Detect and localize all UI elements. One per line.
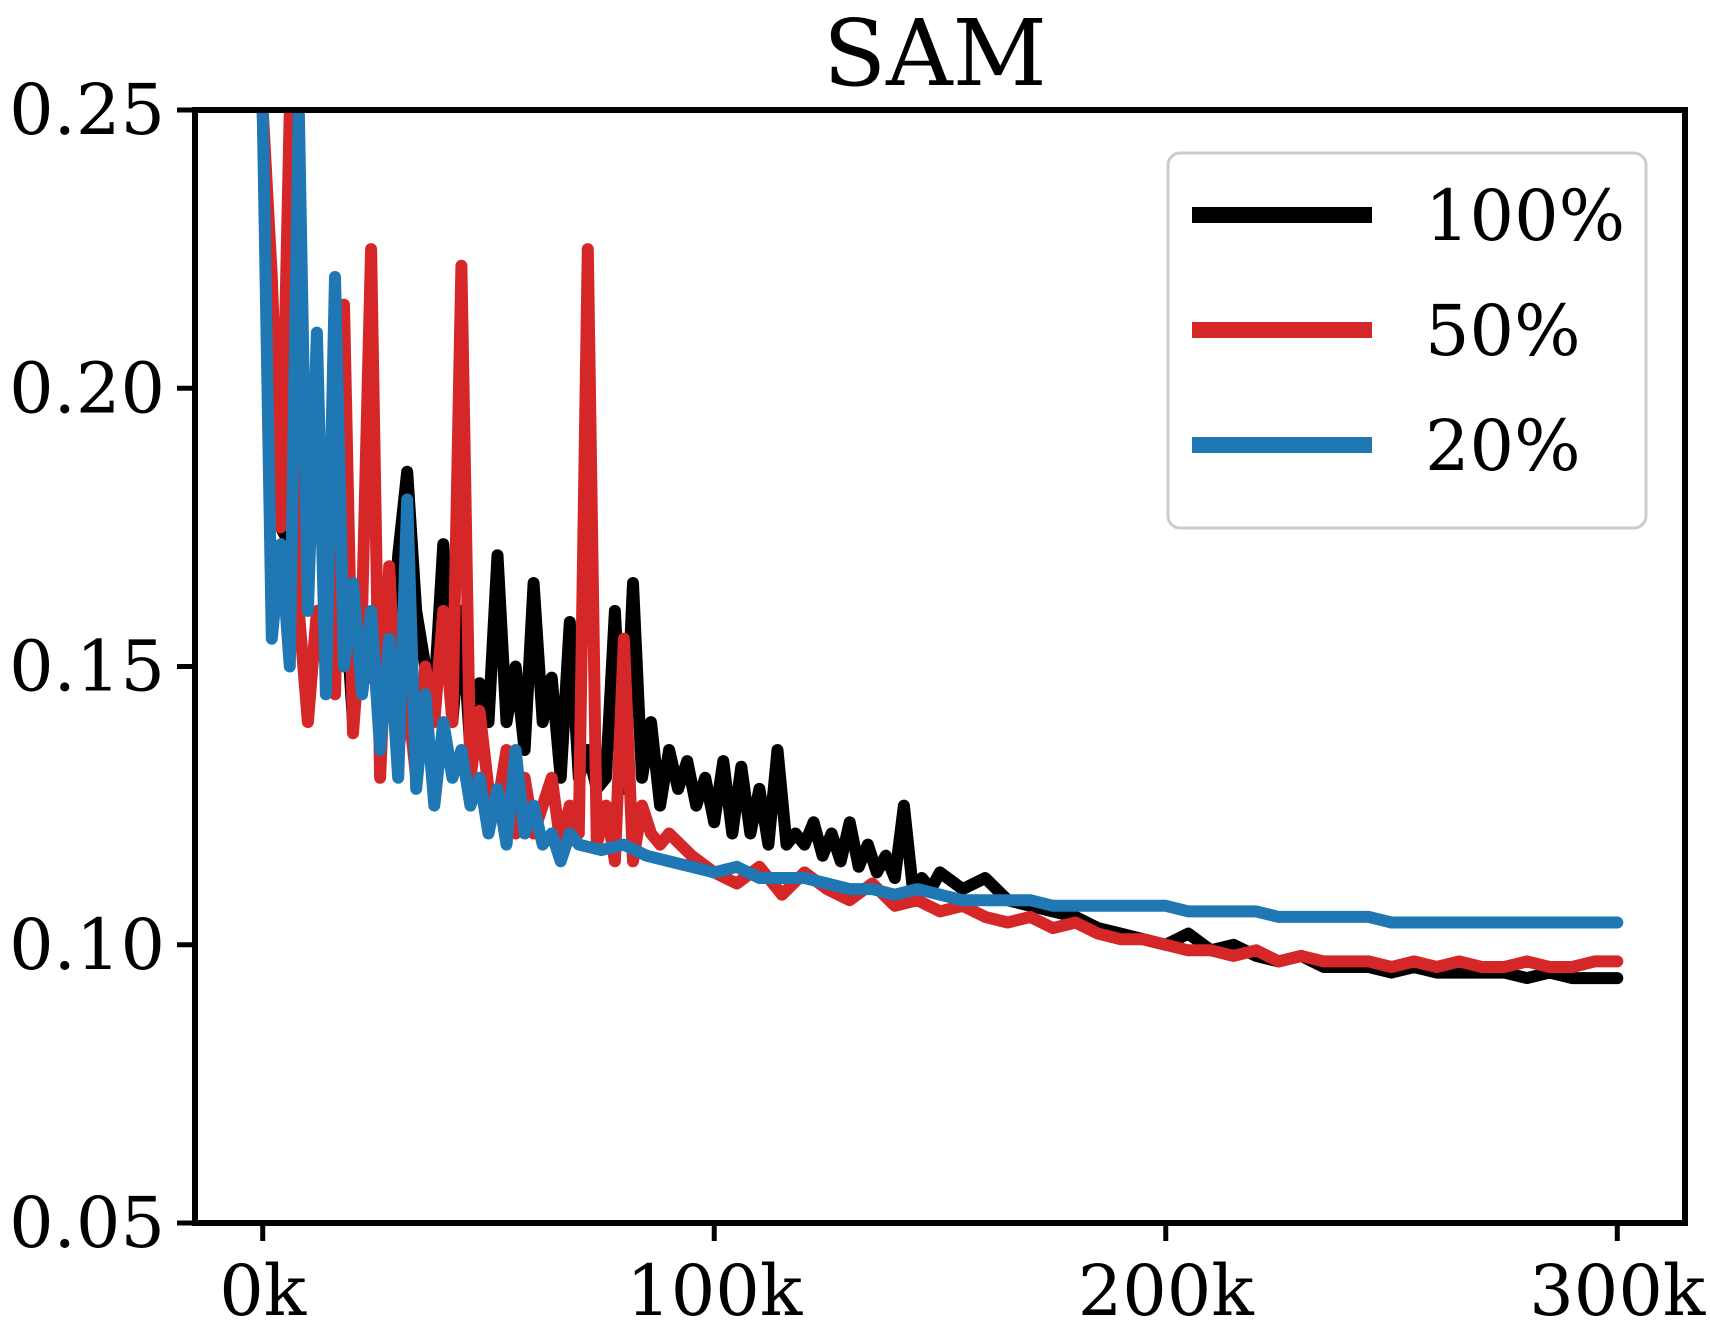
y-tick-label: 0.20: [9, 347, 165, 429]
y-tick-label: 0.10: [9, 904, 165, 986]
x-axis-ticks: 0k 100k 200k 300k: [219, 1223, 1706, 1332]
y-tick-label: 0.15: [9, 626, 165, 708]
y-tick-label: 0.05: [9, 1182, 165, 1264]
series-line-20pct: [256, 110, 1624, 929]
series-layer: [256, 110, 1624, 985]
legend-label-20pct: 20%: [1425, 405, 1581, 487]
y-axis-ticks: 0.05 0.10 0.15 0.20 0.25: [9, 69, 195, 1264]
legend-box: [1166, 151, 1648, 530]
x-tick-label: 100k: [626, 1250, 803, 1332]
legend: 100% 50% 20%: [1166, 151, 1648, 530]
x-tick-label: 200k: [1078, 1250, 1255, 1332]
chart-title: SAM: [823, 0, 1047, 107]
legend-label-50pct: 50%: [1425, 290, 1581, 372]
legend-items: 100% 50% 20%: [1192, 175, 1625, 487]
x-tick-label: 300k: [1529, 1250, 1706, 1332]
legend-label-100pct: 100%: [1425, 175, 1625, 257]
y-tick-label: 0.25: [9, 69, 165, 151]
x-tick-label: 0k: [219, 1250, 307, 1332]
